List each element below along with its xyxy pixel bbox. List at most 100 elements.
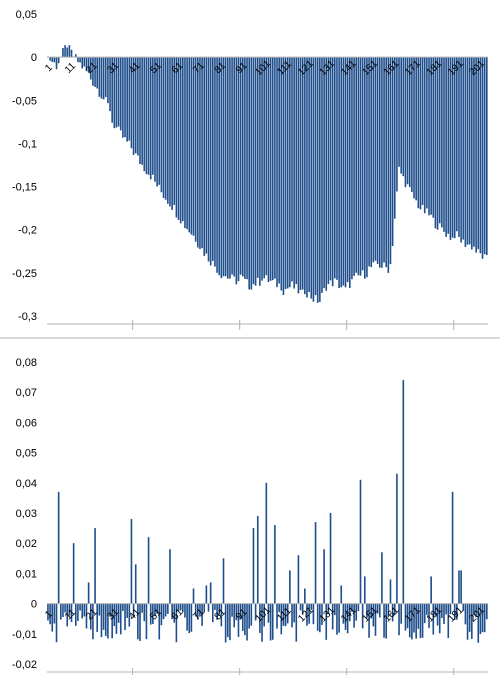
top-chart-bar [175,57,178,218]
top-chart-bar [314,57,317,296]
top-chart-bar [284,57,287,290]
top-chart-bar [466,57,469,245]
top-chart-bar [462,57,465,240]
bottom-chart-bar [214,603,216,610]
top-chart-bar [218,57,221,276]
top-chart-bar [312,57,315,302]
bottom-chart-bar [197,603,199,620]
bottom-chart-bar [98,603,101,616]
top-chart-bar [102,57,105,100]
bottom-chart-bar [190,603,193,632]
top-chart-bar [158,57,161,185]
bottom-chart-bar [126,603,128,618]
top-chart-bar [338,57,340,289]
bottom-chart-bar [77,603,79,621]
bottom-chart-bar [132,603,135,618]
top-chart-bar [293,57,295,289]
top-chart-bar [224,57,227,277]
bottom-chart-bar [53,603,56,624]
bottom-chart-bar [119,603,122,635]
top-chart-bar [447,57,450,234]
bottom-chart-bar [481,603,484,633]
top-chart-bar [188,57,191,233]
top-chart-bar [436,57,439,230]
bottom-chart-bar [276,603,278,629]
bottom-chart-bar [329,513,332,604]
bottom-chart-bar [122,603,124,611]
top-chart-bar [430,57,432,215]
bottom-chart-bar [477,603,480,643]
top-chart-bar [481,57,484,259]
bottom-chart-bar [169,549,171,604]
bottom-chart-bar [205,585,208,604]
top-chart-bar [453,57,456,239]
bottom-chart-bar [383,603,385,638]
top-chart-bar [179,57,182,224]
bottom-chart-bar [419,603,422,639]
bottom-chart-bar [81,603,84,619]
top-chart-bar [244,57,246,279]
bottom-chart-bar [286,603,289,624]
top-chart-bar [353,57,355,276]
bottom-chart-bar [256,516,259,604]
bottom-chart-bar [327,603,330,615]
top-chart-bar [355,57,358,273]
top-chart-bar [241,57,244,277]
top-chart-bar [286,57,289,289]
top-chart-bar [336,57,338,280]
top-chart-bar [449,57,452,240]
top-chart-bar [192,57,195,236]
top-chart-bar [254,57,257,286]
top-chart-bar [374,57,377,261]
bottom-chart-bar [203,603,206,613]
bottom-chart-bar [346,603,349,634]
top-chart-x-tick-label: 1 [43,62,55,74]
bottom-chart-bar [357,603,360,612]
chart-bottom: 0,08 0,07 0,06 0,05 0,04 0,03 0,02 0,01 0 -0,01 -0… [12,357,488,675]
bottom-chart-bar [349,603,351,622]
bottom-chart-bar [184,603,186,618]
bottom-chart-bar [381,552,383,604]
top-chart-bar [92,57,94,86]
bottom-chart-bar [312,603,315,625]
top-chart-bar [402,57,405,177]
bottom-chart-bar [334,603,336,616]
top-chart-bar [426,57,428,209]
bottom-chart-bar [94,528,96,604]
bottom-chart-bar [363,576,366,604]
top-chart-bar [169,57,171,207]
bottom-chart-bar [316,603,319,631]
bottom-chart-bar [468,603,471,632]
bottom-chart-bar [304,588,306,604]
top-chart-bar [173,57,176,205]
top-chart-bar [124,57,126,138]
bottom-chart-bar [59,603,62,620]
bottom-chart-bar [408,603,411,638]
top-chart-bar [265,57,268,276]
bottom-chart-y-tick-label: -0,02 [12,659,37,671]
bottom-chart-bar [179,603,182,611]
top-chart-bar [385,57,387,268]
top-chart-bar [182,57,184,222]
bottom-chart-bar [404,603,407,631]
top-chart-bar [301,57,304,290]
bottom-chart-bar [282,603,285,626]
top-chart-bar [323,57,325,289]
bottom-chart-bar [396,473,398,604]
top-chart-bar [160,57,163,193]
bottom-chart-bar [342,603,345,624]
top-chart-bar [411,57,413,193]
top-chart-bar [261,57,263,281]
top-chart-bar [413,57,415,199]
top-chart-bar [421,57,424,205]
top-chart-bar [274,57,276,279]
top-chart-bar [239,57,242,275]
bottom-chart-bar [297,555,300,604]
bottom-chart-bar [259,603,261,633]
bottom-chart-bar [51,603,54,632]
bottom-chart-bar [413,603,415,633]
top-chart-bar [464,57,467,248]
bottom-chart-bar [167,603,169,614]
bottom-chart-y-tick-label: 0,07 [16,387,37,399]
top-chart-bar [164,57,167,200]
